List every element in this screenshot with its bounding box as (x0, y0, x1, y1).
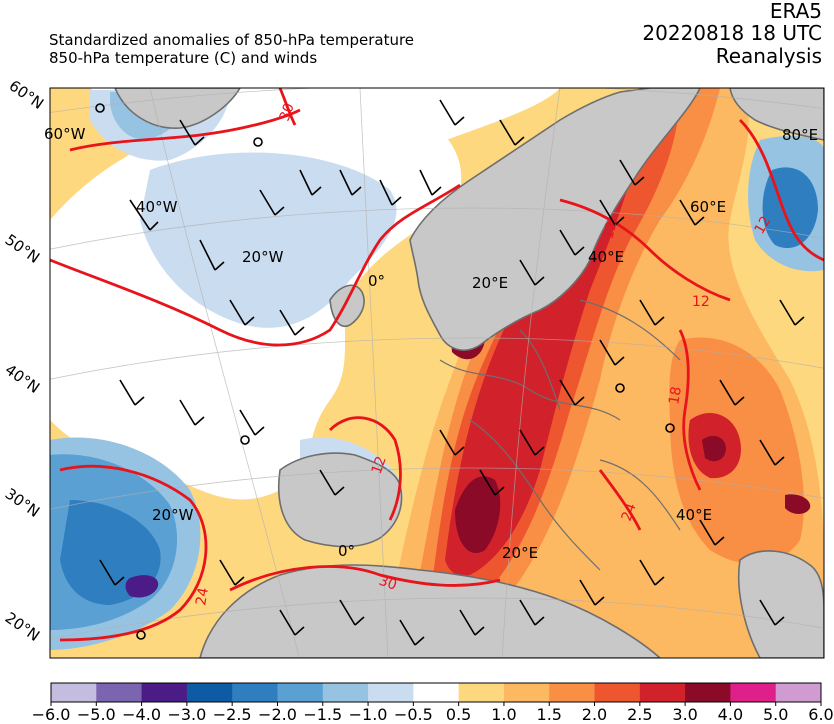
colorbar-tick-label: −2.0 (258, 705, 297, 724)
isotherm-label: 30 (277, 101, 298, 123)
isotherm-label: 30 (377, 573, 399, 594)
lat-label: 50°N (2, 231, 43, 267)
isotherm-label: 18 (666, 385, 685, 405)
isotherm-label: 24 (193, 586, 212, 606)
colorbar-swatch (96, 683, 143, 702)
lon-label: 20°W (152, 506, 194, 524)
lat-label: 60°N (6, 77, 47, 113)
colorbar-swatch (730, 683, 777, 702)
colorbar-tick-label: −3.0 (167, 705, 207, 724)
lon-label: 60°W (44, 125, 86, 143)
anomaly-positive-3-0 (455, 476, 501, 554)
anomaly-negative-4-0 (125, 575, 159, 598)
land-africa-north (199, 564, 662, 658)
lon-label: 0° (338, 542, 355, 560)
lat-label: 30°N (2, 485, 43, 521)
colorbar-frame (50, 682, 822, 703)
isotherm-label: 12 (369, 454, 390, 476)
colorbar-swatch (413, 683, 460, 702)
land-siberia-ne (729, 88, 824, 141)
colorbar-tick-label: 6.0 (808, 705, 834, 724)
colorbar-tick-label: −1.5 (303, 705, 343, 724)
isotherm-label: 12 (752, 214, 775, 237)
colorbar-tick-label: 2.5 (627, 705, 653, 724)
map-title-line1: Standardized anomalies of 850-hPa temper… (49, 31, 415, 49)
colorbar-tick-label: 1.5 (536, 705, 562, 724)
lon-label: 20°E (502, 544, 538, 562)
wind-barbs (99, 99, 805, 646)
colorbar-tick-label: −6.0 (31, 705, 71, 724)
colorbar-tick-label: −4.0 (122, 705, 162, 724)
colorbar-swatch (503, 683, 550, 702)
colorbar-tick-label: −5.0 (76, 705, 116, 724)
lon-label: 40°W (136, 198, 178, 216)
isotherm-lines (50, 88, 824, 642)
anomaly-weak-negative-west (140, 152, 397, 328)
colorbar-swatch (685, 683, 731, 702)
isotherm-label: 12 (600, 220, 620, 241)
colorbar-swatch (594, 683, 641, 702)
colorbar-swatch (458, 683, 505, 702)
colorbar-tick-label: 4.0 (717, 705, 744, 724)
colorbar-tick-label: 5.0 (762, 705, 789, 724)
colorbar-swatch (639, 683, 686, 702)
lon-label: 60°E (690, 198, 726, 216)
data-source-label: ERA5 (769, 0, 822, 23)
anomaly-spot-gulf (785, 494, 811, 514)
colorbar-tick-label: −2.5 (212, 705, 252, 724)
lon-label: 40°E (676, 506, 712, 524)
colorbar-swatch (232, 683, 278, 702)
colorbar-swatch (549, 683, 596, 702)
colorbar-tick-label: 2.0 (581, 705, 608, 724)
colorbar-tick-label: 3.0 (672, 705, 698, 724)
colorbar-swatch (141, 683, 188, 702)
lon-label: 20°W (242, 248, 284, 266)
graticule (50, 88, 824, 658)
colorbar-tick-label: 1.0 (491, 705, 517, 724)
lon-label: 40°E (588, 248, 624, 266)
colorbar-swatch (186, 683, 233, 702)
map-title-line2: 850-hPa temperature (C) and winds (49, 49, 318, 67)
anomaly-spot-middle-east (702, 435, 726, 462)
colorbar-tick-label: −0.5 (393, 705, 433, 724)
colorbar-tick-label: 0.5 (445, 705, 472, 724)
product-label: Reanalysis (715, 44, 822, 68)
lat-label: 20°N (2, 609, 43, 645)
calm-wind-circles (95, 103, 675, 640)
isotherm-label: 12 (692, 294, 710, 310)
country-borders (439, 299, 681, 571)
colorbar-swatch (322, 683, 369, 702)
land-greenland (114, 88, 241, 129)
isotherm-label: 24 (619, 501, 640, 523)
colorbar (50, 682, 822, 706)
land-iberia (277, 452, 403, 548)
map-plot-area (50, 88, 824, 658)
lat-label: 40°N (2, 361, 43, 397)
lon-label: 80°E (782, 126, 818, 144)
lon-label: 0° (368, 272, 385, 290)
map-frame (49, 87, 825, 659)
colorbar-swatch (775, 683, 822, 702)
colorbar-swatch (51, 683, 97, 702)
colorbar-swatch (277, 683, 324, 702)
valid-time-label: 20220818 18 UTC (642, 21, 822, 45)
colorbar-swatch (368, 683, 414, 702)
colorbar-tick-label: −1.0 (348, 705, 388, 724)
lon-label: 20°E (472, 274, 508, 292)
